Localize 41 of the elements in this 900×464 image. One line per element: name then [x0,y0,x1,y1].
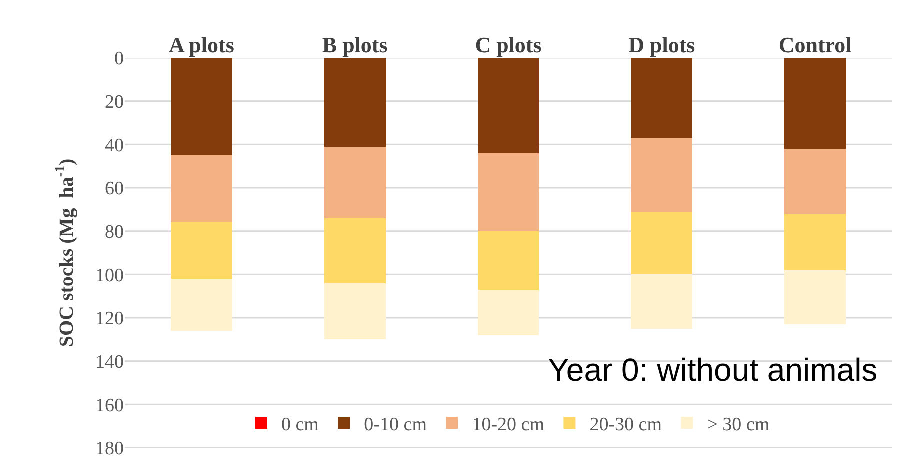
bar [478,231,540,290]
bar [631,138,693,212]
x-tick-label: C plots [475,32,542,58]
y-tick-label: 180 [96,438,124,460]
y-tick-label: 20 [105,92,124,113]
bar [324,283,386,340]
bar [631,58,693,138]
bar [631,274,693,329]
x-tick-label: Control [778,32,852,58]
bar [478,58,540,154]
x-tick-label: A plots [168,32,235,58]
y-tick-label: 60 [105,178,124,200]
y-tick-label: 100 [96,265,124,286]
y-tick-label: 140 [96,352,124,373]
legend-label: 10-20 cm [472,414,545,436]
bar [171,156,232,223]
bar [631,212,693,275]
bar [784,270,846,324]
bar [478,153,540,232]
bar [171,222,232,279]
x-tick-label: B plots [322,32,388,58]
bar [324,58,386,147]
legend-label: 0-10 cm [364,414,428,436]
y-tick-label: 40 [105,135,124,156]
bar [171,279,232,331]
legend-label: 0 cm [282,414,320,436]
y-tick-label: 0 [114,48,124,70]
bar [784,58,846,149]
bar [324,146,386,218]
legend-label: 20-30 cm [590,414,662,436]
y-tick-label: 120 [96,308,124,330]
bar [784,149,846,214]
x-tick-label: D plots [628,32,696,58]
annotation: Year 0: without animals [548,352,878,388]
legend-label: > 30 cm [707,414,770,436]
bar [324,218,386,284]
bar [478,290,540,336]
y-tick-label: 80 [105,222,124,243]
y-tick-label: 160 [96,395,124,416]
bar [784,214,846,270]
bar [171,58,232,156]
